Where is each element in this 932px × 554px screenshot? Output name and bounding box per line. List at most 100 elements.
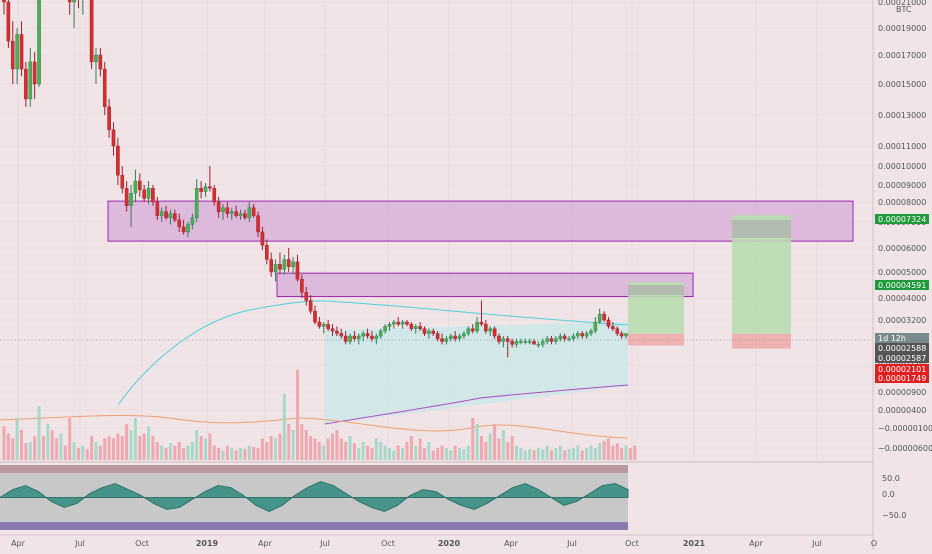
price-tag-label: 1d 12h [878, 334, 906, 343]
volume-bar [41, 436, 45, 460]
time-tick-label: Apr [749, 539, 764, 548]
volume-bar [190, 442, 194, 460]
candle-body [186, 224, 190, 233]
volume-bar [94, 442, 98, 460]
volume-bar [366, 445, 370, 460]
candle-body [392, 321, 396, 325]
volume-bar [212, 445, 216, 460]
volume-bar [361, 442, 365, 460]
volume-bar [37, 406, 41, 460]
candle-body [475, 321, 479, 332]
volume-bar [195, 430, 199, 460]
volume-ma [0, 414, 629, 439]
candle-body [593, 321, 598, 332]
time-tick-label: Oct [381, 539, 395, 548]
volume-bar [63, 445, 67, 460]
time-tick-label: 2021 [683, 539, 706, 548]
volume-bar [177, 442, 181, 460]
volume-bar [269, 436, 273, 460]
candle-body [295, 261, 300, 280]
price-tag-bg [875, 280, 929, 290]
time-tick-label: Oct [135, 539, 149, 548]
volume-bar [234, 450, 238, 460]
candle-body [155, 201, 160, 216]
volume-bar [203, 438, 207, 460]
volume-bar [497, 438, 501, 460]
candle-body [142, 189, 146, 199]
volume-bar [90, 436, 94, 460]
volume-bar [418, 438, 422, 460]
oscillator-oversold-band [0, 522, 628, 530]
volume-bar [374, 438, 378, 460]
candle-body [199, 188, 203, 192]
volume-bar [554, 448, 558, 460]
volume-bar [291, 430, 295, 460]
volume-bar [247, 445, 251, 460]
candle-body [194, 188, 199, 218]
volume-bar [125, 424, 129, 460]
candle-body [32, 61, 37, 85]
candle-body [558, 335, 563, 339]
candle-body [107, 106, 111, 131]
volume-bar [50, 430, 54, 460]
volume-bar [287, 424, 291, 460]
volume-bar [164, 448, 168, 460]
candle-body [278, 264, 282, 270]
volume-bar [160, 445, 164, 460]
candle-body [6, 1, 11, 42]
volume-bar [68, 418, 72, 460]
volume-bar [628, 448, 632, 460]
candle-body [343, 335, 348, 342]
candle-body [10, 40, 15, 70]
candle-body [335, 330, 339, 334]
candle-body [317, 321, 322, 327]
candle-body [606, 319, 611, 327]
volume-bar [580, 450, 584, 460]
candle-body [422, 328, 427, 334]
volume-bar [370, 448, 374, 460]
volume-bar [493, 424, 497, 460]
candle-body [326, 323, 330, 329]
candle-body [580, 333, 584, 337]
candle-body [282, 259, 287, 270]
candle-body [313, 310, 317, 323]
volume-bar [28, 442, 32, 460]
candle-body [269, 259, 273, 273]
price-tag-bg [875, 214, 929, 224]
candle-body [527, 341, 532, 343]
volume-bar [501, 430, 505, 460]
price-tick-label: 0.00009000 [878, 181, 926, 190]
volume-bar [225, 445, 229, 460]
volume-bar [541, 449, 545, 460]
candle-body [164, 211, 168, 218]
candle-body [24, 68, 28, 100]
consolidation-range [325, 322, 628, 424]
volume-bar [11, 438, 15, 460]
volume-bar [567, 449, 571, 460]
candle-body [619, 333, 624, 337]
volume-bar [256, 448, 260, 460]
volume-bar [133, 418, 137, 460]
candle-body [470, 328, 475, 332]
candle-body [536, 344, 541, 346]
candle-body [444, 338, 449, 342]
price-tag-label: 0.00002587 [878, 354, 926, 363]
volume-bar [239, 448, 243, 460]
candle-body [514, 341, 519, 345]
volume-bar [396, 445, 400, 460]
candle-body [308, 300, 313, 312]
volume-bar [444, 448, 448, 460]
volume-bar [506, 442, 510, 460]
candle-body [602, 313, 606, 321]
volume-bar [339, 438, 343, 460]
volume-bar [436, 448, 440, 460]
price-tag-bg [875, 353, 929, 363]
candle-body [151, 188, 155, 203]
volume-bar [138, 436, 142, 460]
volume-bar [458, 448, 462, 460]
volume-bar [348, 436, 352, 460]
time-tick-label: Jul [811, 539, 822, 548]
volume-bar [471, 418, 475, 460]
candle-body [554, 338, 558, 342]
